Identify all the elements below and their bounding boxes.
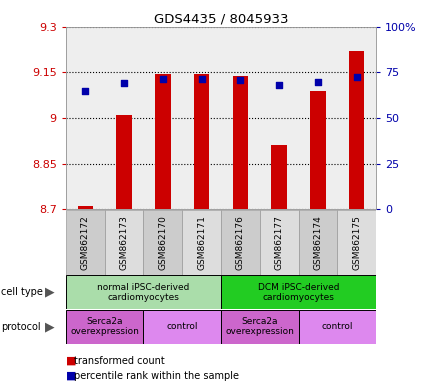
Text: GSM862174: GSM862174 [314,215,323,270]
Text: control: control [322,322,353,331]
Text: ■: ■ [66,371,76,381]
Text: GSM862172: GSM862172 [81,215,90,270]
Text: GSM862177: GSM862177 [275,215,283,270]
Text: GSM862175: GSM862175 [352,215,361,270]
Bar [182,210,221,275]
Bar [66,210,105,275]
Point [237,77,244,83]
Text: ▶: ▶ [45,320,55,333]
Bar [221,210,260,275]
Text: ▶: ▶ [45,286,55,299]
Bar [349,51,365,209]
Text: GSM862176: GSM862176 [236,215,245,270]
Point [276,81,283,88]
Bar [155,74,170,209]
Bar [337,210,376,275]
Bar [260,210,298,275]
Bar [194,74,210,209]
Bar [221,275,376,309]
Bar [143,210,182,275]
Bar [272,146,287,209]
Text: control: control [167,322,198,331]
Bar [66,275,221,309]
Text: cell type: cell type [1,287,43,297]
Bar [143,310,221,344]
Text: GSM862173: GSM862173 [119,215,128,270]
Point [353,74,360,80]
Title: GDS4435 / 8045933: GDS4435 / 8045933 [154,13,288,26]
Text: ■: ■ [66,356,76,366]
Text: GSM862170: GSM862170 [159,215,167,270]
Text: DCM iPSC-derived
cardiomyocytes: DCM iPSC-derived cardiomyocytes [258,283,339,302]
Text: normal iPSC-derived
cardiomyocytes: normal iPSC-derived cardiomyocytes [97,283,190,302]
Point [159,76,166,82]
Text: Serca2a
overexpression: Serca2a overexpression [225,317,294,336]
Point [82,88,89,94]
Bar [298,310,376,344]
Bar [66,310,143,344]
Bar [221,310,298,344]
Point [314,79,321,85]
Bar [77,206,93,209]
Text: percentile rank within the sample: percentile rank within the sample [74,371,239,381]
Point [121,80,128,86]
Text: GSM862171: GSM862171 [197,215,206,270]
Text: transformed count: transformed count [74,356,165,366]
Bar [232,76,248,209]
Text: protocol: protocol [1,322,41,332]
Bar [298,210,337,275]
Bar [310,91,326,209]
Point [198,76,205,82]
Bar [116,115,132,209]
Text: Serca2a
overexpression: Serca2a overexpression [70,317,139,336]
Bar [105,210,143,275]
